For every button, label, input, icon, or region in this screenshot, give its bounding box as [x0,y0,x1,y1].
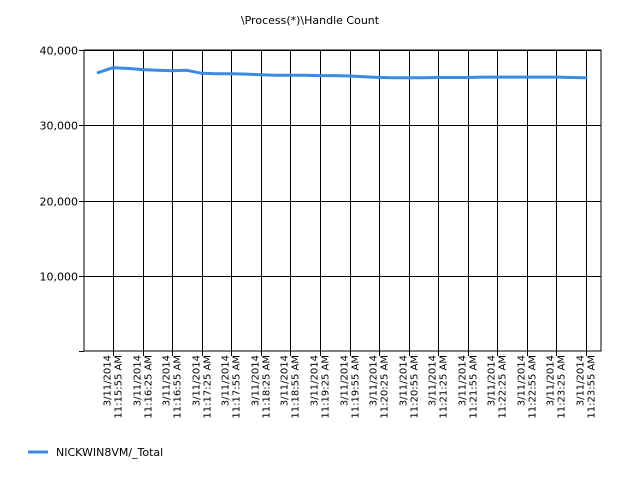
x-tick-time: 11:23:25 AM [557,355,568,419]
x-tick-date: 3/11/2014 [280,355,291,406]
x-tick-date: 3/11/2014 [546,355,557,406]
x-tick-label: 3/11/2014 11:19:55 AM [340,355,362,419]
x-tick-label: 3/11/2014 11:17:55 AM [221,355,243,419]
x-tick-time: 11:16:55 AM [173,355,184,419]
x-tick-time: 11:23:55 AM [587,355,598,419]
x-tick-date: 3/11/2014 [133,355,144,406]
x-tick-label: 3/11/2014 11:16:55 AM [162,355,184,419]
x-tick-label: 3/11/2014 11:21:55 AM [458,355,480,419]
series-layer [96,66,588,80]
x-tick-date: 3/11/2014 [251,355,262,406]
x-tick-date: 3/11/2014 [458,355,469,406]
x-tick-date: 3/11/2014 [428,355,439,406]
x-tick-time: 11:18:55 AM [291,355,302,419]
x-tick-date: 3/11/2014 [517,355,528,406]
y-tick-label: 30,000 [40,120,79,133]
x-tick-time: 11:22:25 AM [498,355,509,419]
x-tick-date: 3/11/2014 [369,355,380,406]
x-tick-label: 3/11/2014 11:17:25 AM [192,355,214,419]
x-tick-date: 3/11/2014 [221,355,232,406]
x-tick-time: 11:19:25 AM [321,355,332,419]
x-tick-date: 3/11/2014 [310,355,321,406]
y-tick-label: 40,000 [40,45,79,58]
x-tick-time: 11:18:25 AM [262,355,273,419]
legend: NICKWIN8VM/_Total [28,446,163,459]
x-tick-time: 11:17:55 AM [232,355,243,419]
x-tick-label: 3/11/2014 11:19:25 AM [310,355,332,419]
y-tick-label: 10,000 [40,271,79,284]
grid-layer [83,49,602,352]
x-tick-date: 3/11/2014 [162,355,173,406]
x-tick-time: 11:17:25 AM [203,355,214,419]
x-tick-date: 3/11/2014 [103,355,114,406]
series-line [96,66,588,80]
x-tick-label: 3/11/2014 11:23:55 AM [576,355,598,419]
x-tick-date: 3/11/2014 [576,355,587,406]
legend-label: NICKWIN8VM/_Total [56,446,163,459]
x-tick-label: 3/11/2014 11:18:55 AM [280,355,302,419]
x-tick-time: 11:20:25 AM [380,355,391,419]
chart-title: \Process(*)\Handle Count [241,14,380,27]
x-tick-label: 3/11/2014 11:21:25 AM [428,355,450,419]
x-tick-time: 11:22:55 AM [528,355,539,419]
y-tick-label: 20,000 [40,196,79,209]
x-tick-label: 3/11/2014 11:22:25 AM [487,355,509,419]
x-tick-date: 3/11/2014 [399,355,410,406]
x-tick-date: 3/11/2014 [487,355,498,406]
x-tick-label: 3/11/2014 11:20:55 AM [399,355,421,419]
x-tick-label: 3/11/2014 11:23:25 AM [546,355,568,419]
x-tick-date: 3/11/2014 [192,355,203,406]
x-tick-time: 11:16:25 AM [144,355,155,419]
x-tick-label: 3/11/2014 11:16:25 AM [133,355,155,419]
x-tick-label: 3/11/2014 11:15:55 AM [103,355,125,419]
plot-frame [83,49,602,352]
x-tick-time: 11:15:55 AM [114,355,125,419]
x-tick-label: 3/11/2014 11:22:55 AM [517,355,539,419]
x-tick-label: 3/11/2014 11:20:25 AM [369,355,391,419]
x-tick-time: 11:21:25 AM [439,355,450,419]
x-tick-label: 3/11/2014 11:18:25 AM [251,355,273,419]
x-tick-date: 3/11/2014 [340,355,351,406]
x-tick-time: 11:19:55 AM [351,355,362,419]
x-tick-time: 11:20:55 AM [410,355,421,419]
x-tick-time: 11:21:55 AM [469,355,480,419]
